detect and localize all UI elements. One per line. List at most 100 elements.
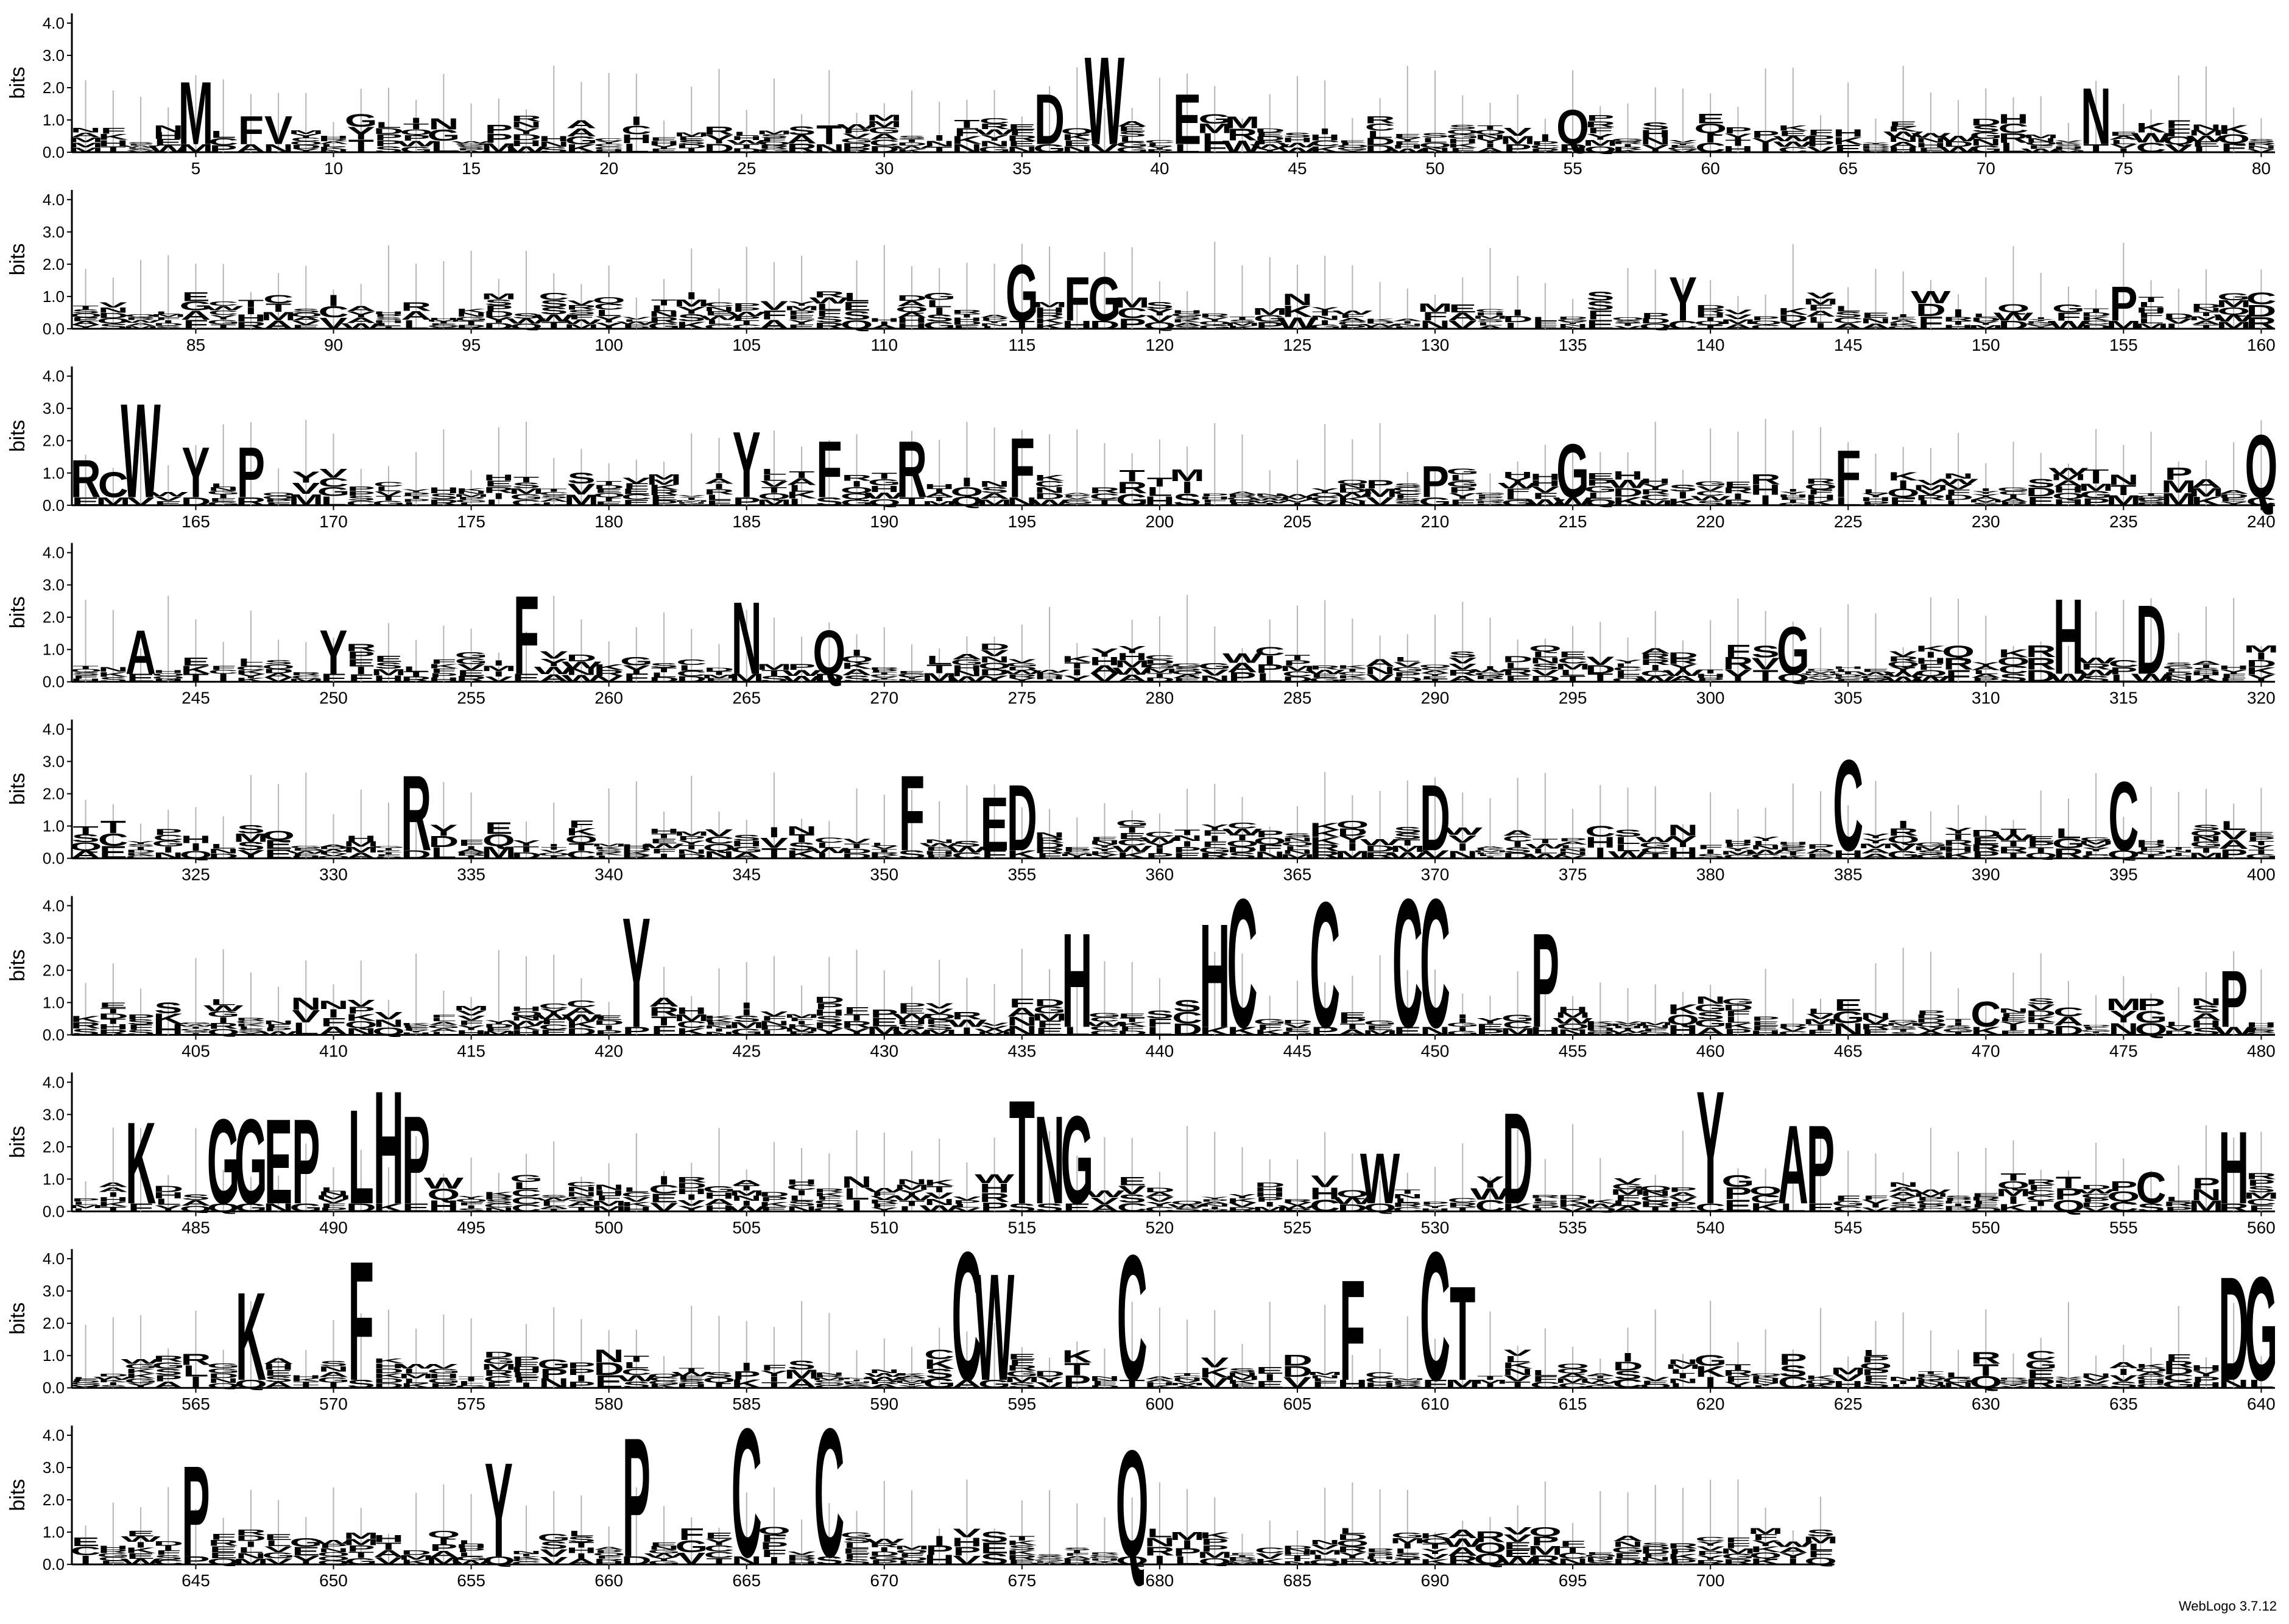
residue-letter: A [1420,670,1450,674]
residue-letter: E [1889,495,1917,508]
residue-letter: I [686,290,697,301]
residue-letter: W [1938,477,1978,486]
residue-letter: M [150,314,186,318]
residue-letter: Y [705,133,733,146]
residue-letter: G [1198,111,1231,126]
residue-letter: P [733,315,761,322]
residue-letter: A [1475,325,1505,330]
residue-letter: V [842,132,870,139]
residue-letter: C [1255,644,1285,658]
residue-letter: G [1254,1018,1286,1026]
residue-letter: P [2082,496,2110,508]
residue-letter: V [1586,655,1614,668]
residue-letter: Y [429,822,457,839]
residue-letter: V [760,298,788,313]
residue-letter: I [934,133,945,142]
y-tick-label: 3.0 [43,223,65,241]
residue-letter: P [1669,1186,1697,1193]
residue-letter: S [898,135,926,140]
x-tick-label: 165 [182,512,210,531]
residue-letter: L [1505,661,1531,671]
residue-letter: H [732,135,762,141]
residue-letter: A [319,141,349,145]
residue-letter: M [481,664,517,673]
residue-letter: R [704,124,734,138]
residue-letter: S [1394,483,1422,488]
residue-letter: S [1421,132,1449,139]
residue-letter: M [2134,322,2169,331]
residue-letter: T [72,824,98,837]
residue-letter: R [2026,1178,2056,1186]
residue-letter: S [1972,124,2000,134]
residue-letter: C [704,301,734,308]
residue-letter: V [154,495,182,502]
residue-letter: A [2191,477,2221,490]
residue-letter: M [2106,492,2141,508]
residue-letter: F [1835,437,1861,511]
residue-letter: D [2191,303,2221,309]
residue-letter: T [1450,1258,1475,1408]
logo-row: 0.01.02.03.04.0bitsICEFCGRHWEKIWECSFID64… [6,1391,1838,1595]
residue-letter: L [2056,825,2081,841]
residue-letter: Y [650,144,678,149]
residue-letter: E [1118,125,1146,133]
residue-letter: L [624,319,649,323]
residue-letter: S [760,133,788,139]
residue-letter: V [677,494,706,497]
residue-letter: L [211,997,236,1007]
residue-letter: D [153,322,183,326]
residue-letter: F [1945,488,1971,496]
residue-letter: E [1311,673,1339,679]
residue-letter: S [1586,298,1614,313]
residue-letter: M [2023,134,2059,139]
residue-letter: S [1531,662,1559,672]
x-tick-label: 200 [1146,512,1174,531]
residue-letter: D [484,1350,514,1359]
residue-letter: Y [319,617,347,687]
residue-letter: V [1201,1354,1229,1370]
residue-letter: C [1392,487,1423,492]
residue-letter: A [346,316,376,325]
residue-letter: P [1283,659,1311,667]
residue-letter: T [458,320,484,326]
residue-letter: F [2166,1352,2192,1363]
residue-letter: K [428,663,459,669]
residue-letter: E [71,317,99,323]
x-tick-label: 190 [870,512,898,531]
residue-letter: F [1532,491,1558,501]
residue-letter: H [1062,905,1092,1055]
residue-letter: Q [97,317,130,325]
residue-letter: A [263,1357,294,1366]
residue-letter: H [1310,133,1340,142]
residue-letter: A [979,491,1010,501]
residue-letter: R [1751,471,1781,488]
residue-letter: M [2244,643,2279,655]
residue-letter: G [1446,479,1479,489]
residue-letter: P [457,148,485,151]
residue-letter: W [1883,675,1924,683]
residue-letter: W [1911,132,1951,139]
residue-letter: A [2053,479,2084,488]
residue-letter: E [127,1529,155,1538]
y-tick-label: 0.0 [43,320,65,338]
residue-letter: H [869,484,900,494]
residue-letter: D [98,311,129,320]
residue-letter: A [180,308,211,322]
residue-letter: Y [1476,138,1504,144]
residue-letter: H [1998,111,2028,126]
residue-letter: H [346,834,376,843]
residue-letter: W [699,314,739,321]
residue-letter: T [2000,827,2026,836]
x-tick-label: 660 [594,1571,623,1590]
residue-letter: E [1448,302,1476,315]
residue-letter: E [595,1014,623,1022]
residue-letter: R [814,289,844,299]
y-tick-label: 2.0 [43,432,65,450]
residue-letter: I [1787,488,1799,493]
residue-letter: E [1669,144,1697,148]
residue-letter: W [149,491,189,497]
residue-letter: D [704,667,734,673]
residue-letter: L [1945,499,1971,507]
y-tick-label: 4.0 [43,720,65,738]
residue-letter: D [153,1184,183,1194]
